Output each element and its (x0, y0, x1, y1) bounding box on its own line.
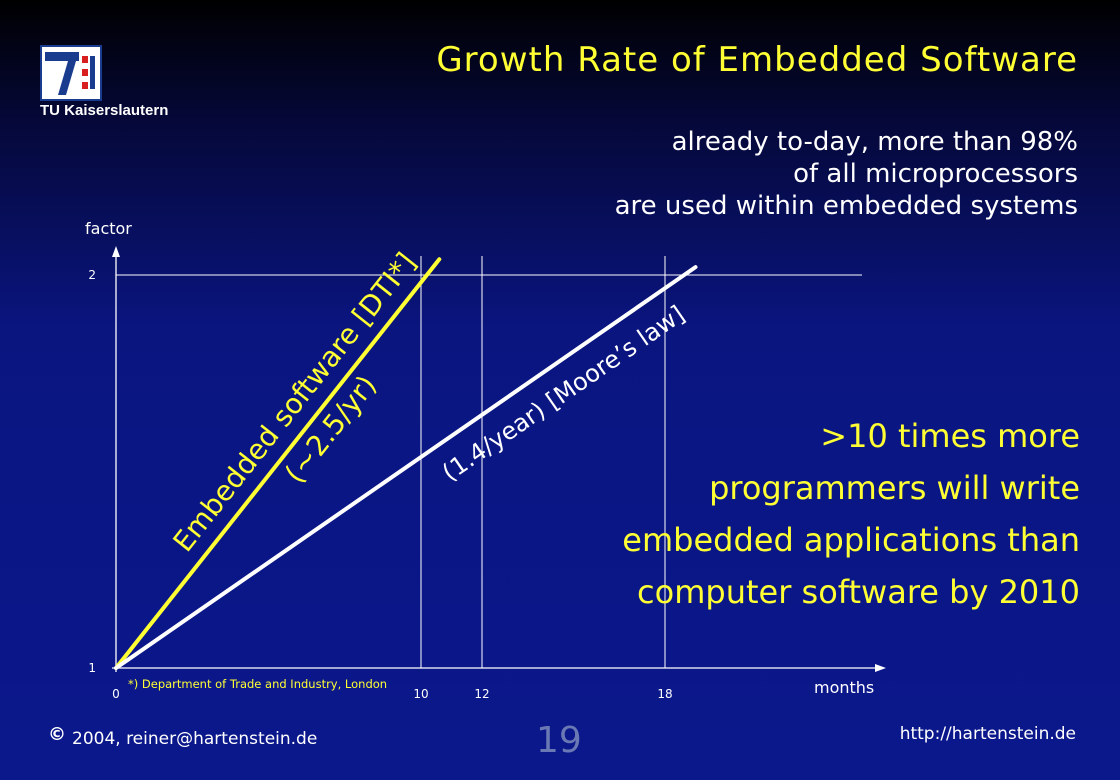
copyright-symbol: © (48, 724, 66, 745)
highlight-line: >10 times more (820, 417, 1080, 455)
y-axis-arrow-icon (112, 246, 120, 257)
subtitle-line: of all microprocessors (793, 159, 1078, 189)
chart-axes (112, 246, 886, 672)
y-tick-label: 1 (88, 661, 96, 675)
y-tick-label: 2 (88, 268, 96, 282)
footer-url: http://hartenstein.de (899, 724, 1076, 744)
subtitle-block: already to-day, more than 98% of all mic… (615, 126, 1078, 222)
subtitle-line: already to-day, more than 98% (671, 127, 1078, 157)
tu-logo-icon (45, 52, 95, 95)
x-tick-label: 10 (413, 687, 428, 701)
footer-contact: 2004, reiner@hartenstein.de (72, 729, 318, 749)
highlight-line: computer software by 2010 (637, 573, 1080, 611)
moores-law-line (114, 265, 698, 670)
x-tick-label: 0 (112, 687, 120, 701)
x-tick-label: 18 (657, 687, 672, 701)
x-axis-label: months (814, 678, 874, 697)
footer-left: © 2004, reiner@hartenstein.de (48, 724, 317, 749)
x-axis-arrow-icon (875, 664, 886, 672)
subtitle-line: are used within embedded systems (614, 191, 1078, 221)
highlight-line: programmers will write (709, 469, 1080, 507)
page-number: 19 (536, 720, 582, 761)
chart-grid (116, 256, 862, 668)
x-tick-label: 12 (474, 687, 489, 701)
slide-title: Growth Rate of Embedded Software (436, 40, 1078, 80)
series-labels: Embedded software [DTI*](~2.5/yr) (1.4/ye… (166, 246, 689, 558)
highlight-line: embedded applications than (622, 521, 1080, 559)
chart-series (114, 257, 698, 670)
y-axis-label: factor (85, 219, 132, 238)
embedded-software-line (114, 257, 442, 670)
tu-kaiserslautern-logo (40, 45, 102, 101)
embedded-software-label: Embedded software [DTI*] (166, 246, 422, 558)
chart-footnote: *) Department of Trade and Industry, Lon… (128, 677, 387, 691)
highlight-block: >10 times more programmers will write em… (622, 410, 1080, 618)
logo-caption: TU Kaiserslautern (40, 102, 169, 119)
